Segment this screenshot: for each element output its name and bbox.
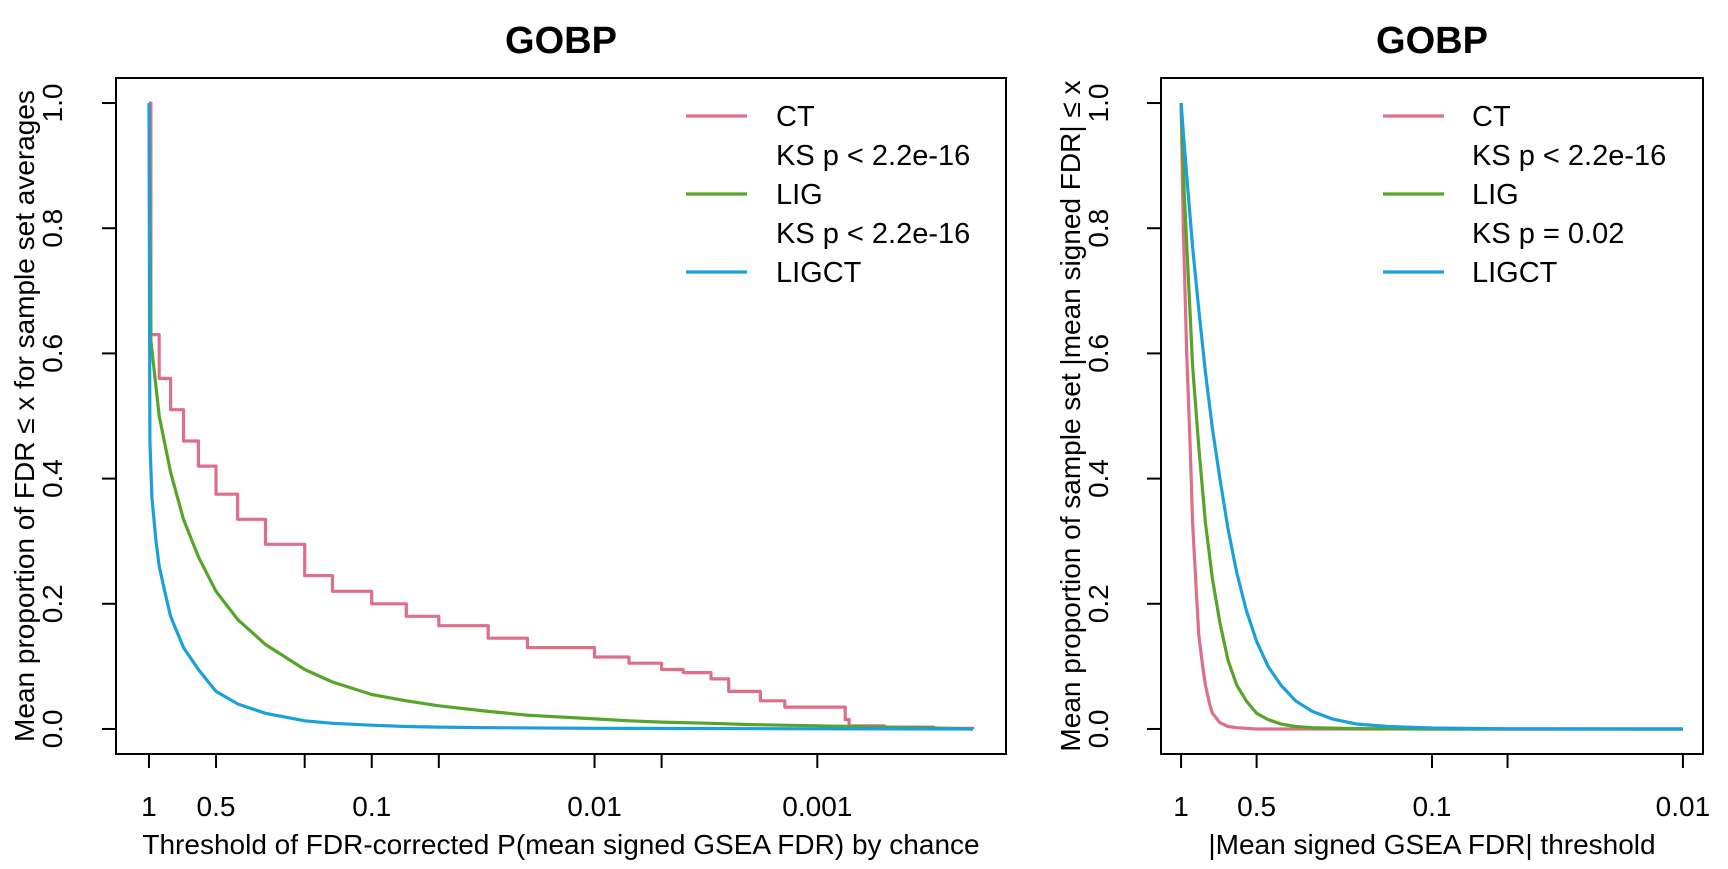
y-tick-label: 0.8 [1083, 209, 1114, 248]
y-tick-label: 0.4 [37, 459, 68, 498]
legend-entry: LIGCT [1472, 257, 1558, 289]
y-tick-label: 1.0 [1083, 84, 1114, 123]
x-tick-label: 1 [141, 791, 157, 822]
x-axis-label: Threshold of FDR-corrected P(mean signed… [142, 829, 979, 860]
x-tick-label: 0.5 [1237, 791, 1276, 822]
chart-title: GOBP [505, 20, 617, 62]
chart-title: GOBP [1376, 20, 1488, 62]
x-tick-label: 0.1 [352, 791, 391, 822]
panel-2: GOBP 1 0.5 0.1 0.01|Mean signed GSEA FDR| th… [1055, 20, 1710, 860]
x-tick-label: 0.01 [567, 791, 622, 822]
legend-entry: KS p < 2.2e-16 [776, 140, 970, 172]
legend-entry: CT [776, 101, 815, 133]
y-tick-label: 0.6 [37, 334, 68, 373]
series-line-ligct [147, 102, 974, 731]
y-tick-label: 0.4 [1083, 459, 1114, 498]
x-tick-label: 0.001 [782, 791, 852, 822]
legend-entry: KS p = 0.02 [1472, 218, 1624, 250]
series-line-ct [1179, 102, 1683, 731]
y-tick-label: 0.8 [37, 209, 68, 248]
legend-entry: CT [1472, 101, 1511, 133]
y-axis-label: Mean proportion of FDR ≤ x for sample se… [9, 90, 40, 742]
x-tick-label: 0.5 [197, 791, 236, 822]
plot-frame [115, 77, 1007, 755]
series-line-ligct [1179, 102, 1683, 731]
y-tick-label: 0.0 [1083, 709, 1114, 748]
y-tick-label: 0.6 [1083, 334, 1114, 373]
panel-1: GOBP 1 0.5 0.1 0.01 0.001 Threshold of FDR-cor… [9, 20, 1007, 860]
legend-entry: LIG [776, 179, 823, 211]
x-axis-label: |Mean signed GSEA FDR| threshold [1208, 829, 1655, 860]
x-tick-label: 0.1 [1413, 791, 1452, 822]
x-tick-label: 1 [1173, 791, 1189, 822]
legend-entry: KS p < 2.2e-16 [1472, 140, 1666, 172]
legend-entry: LIG [1472, 179, 1519, 211]
series-line-lig [147, 102, 974, 731]
y-tick-label: 0.2 [37, 584, 68, 623]
y-tick-label: 1.0 [37, 84, 68, 123]
legend-entry: KS p < 2.2e-16 [776, 218, 970, 250]
y-tick-label: 0.0 [37, 709, 68, 748]
y-axis-label: Mean proportion of sample set |mean sign… [1055, 80, 1086, 751]
series-line-ct [149, 101, 975, 730]
legend-entry: LIGCT [776, 257, 862, 289]
x-tick-label: 0.01 [1656, 791, 1711, 822]
series-line-lig [1179, 102, 1683, 731]
plot-frame [1160, 77, 1704, 755]
y-tick-label: 0.2 [1083, 584, 1114, 623]
